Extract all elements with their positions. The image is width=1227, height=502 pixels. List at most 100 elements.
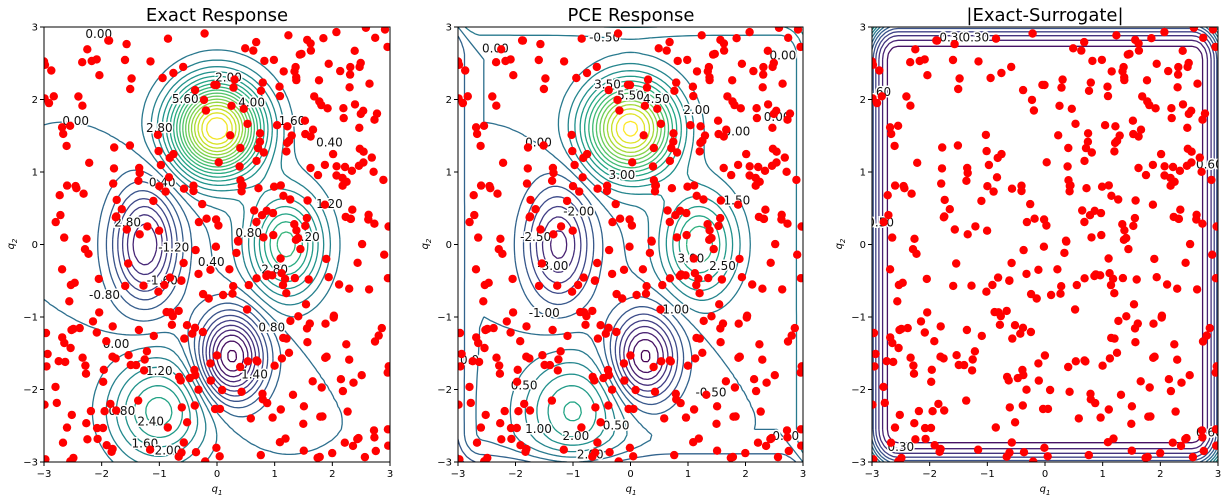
sample-point <box>1062 237 1071 246</box>
sample-point <box>579 153 588 163</box>
sample-point <box>1040 443 1049 452</box>
sample-point <box>190 323 200 332</box>
sample-point <box>910 419 919 428</box>
sample-point <box>642 83 652 92</box>
y-tick-label: −2 <box>23 385 38 396</box>
sample-point <box>893 297 902 306</box>
sample-point <box>1195 153 1205 162</box>
sample-point <box>984 160 994 170</box>
sample-point <box>737 59 747 68</box>
sample-point <box>254 184 263 193</box>
sample-point <box>284 348 294 357</box>
sample-point <box>749 66 758 76</box>
sample-point <box>142 347 152 356</box>
sample-point <box>579 273 588 282</box>
sample-point <box>523 143 533 152</box>
sample-point <box>1188 452 1198 462</box>
sample-point <box>1131 196 1140 205</box>
sample-point <box>665 274 675 283</box>
sample-point <box>1166 386 1176 396</box>
sample-point <box>282 138 292 148</box>
sample-point <box>479 121 489 130</box>
sample-point <box>1100 121 1110 130</box>
sample-point <box>1018 85 1028 95</box>
sample-point <box>109 179 118 188</box>
sample-point <box>1175 166 1185 175</box>
sample-point <box>384 222 390 231</box>
sample-point <box>950 225 959 234</box>
sample-point <box>179 438 188 447</box>
sample-point <box>1039 242 1049 251</box>
x-tick-label: 0 <box>1042 469 1048 480</box>
sample-point <box>689 254 699 263</box>
sample-point <box>629 452 638 461</box>
sample-point <box>332 162 341 171</box>
sample-point <box>242 305 252 314</box>
sample-point <box>759 214 768 223</box>
sample-point <box>355 123 364 132</box>
sample-point <box>252 37 261 47</box>
x-tick-label: −2 <box>508 469 523 480</box>
sample-point <box>236 362 245 372</box>
sample-point <box>989 187 998 196</box>
sample-point <box>1071 119 1080 128</box>
sample-point <box>1134 46 1144 55</box>
sample-point <box>1072 280 1082 290</box>
sample-point <box>922 274 931 284</box>
sample-point <box>328 448 337 458</box>
sample-point <box>638 265 648 274</box>
sample-point <box>338 173 347 183</box>
sample-point <box>235 162 244 171</box>
sample-point <box>1177 378 1186 387</box>
sample-point <box>100 407 109 416</box>
sample-point <box>936 352 945 361</box>
sample-point <box>522 179 532 188</box>
sample-point <box>692 191 701 200</box>
sample-point <box>737 273 747 282</box>
sample-point <box>683 55 692 65</box>
x-tick-label: 0 <box>627 469 633 480</box>
sample-point <box>506 55 515 64</box>
sample-point <box>329 311 339 320</box>
sample-point <box>227 101 236 111</box>
sample-point <box>731 412 740 421</box>
sample-point <box>156 160 166 170</box>
sample-point <box>596 321 605 330</box>
sample-point <box>1026 199 1035 209</box>
sample-point <box>1131 338 1140 347</box>
sample-point <box>1018 365 1027 375</box>
sample-point <box>671 389 680 398</box>
sample-point <box>726 453 735 462</box>
sample-point <box>796 274 803 283</box>
sample-point <box>83 45 92 54</box>
sample-point <box>104 36 113 45</box>
sample-point <box>189 186 198 196</box>
sample-point <box>357 239 367 249</box>
sample-point <box>513 365 522 374</box>
sample-point <box>345 284 354 293</box>
y-tick-label: 1 <box>32 168 38 179</box>
y-tick-label: −1 <box>437 313 452 324</box>
sample-point <box>1110 138 1120 148</box>
sample-point <box>962 325 972 335</box>
sample-point <box>1080 217 1089 227</box>
sample-point <box>913 158 922 167</box>
sample-point <box>1212 362 1218 371</box>
sample-point <box>698 348 707 357</box>
sample-point <box>749 375 759 384</box>
sample-point <box>1007 62 1016 72</box>
sample-point <box>81 369 91 378</box>
sample-point <box>92 328 102 337</box>
sample-point <box>793 250 802 259</box>
sample-point <box>1034 359 1043 368</box>
sample-point <box>111 213 121 222</box>
sample-point <box>914 406 924 416</box>
sample-point <box>59 129 68 139</box>
sample-point <box>934 399 943 409</box>
sample-point <box>640 101 650 111</box>
sample-point <box>631 385 640 395</box>
sample-point <box>912 249 921 258</box>
sample-point <box>230 75 239 84</box>
sample-point <box>553 366 562 375</box>
sample-point <box>906 353 915 362</box>
